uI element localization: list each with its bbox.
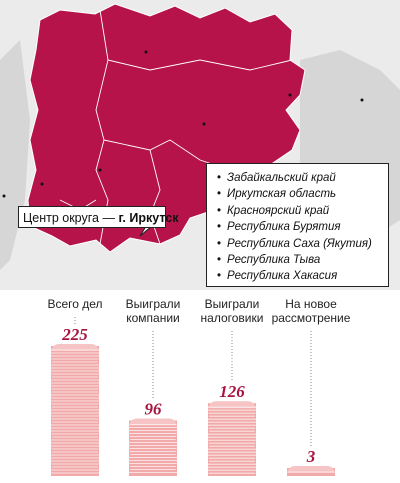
regions-list: Забайкальский край Иркутская область Кра…: [217, 170, 388, 285]
city-dot: [2, 194, 6, 198]
other-land-west: [0, 40, 30, 270]
stack-bar-top: [51, 344, 99, 351]
stack-bar: [287, 466, 335, 476]
category-label: На новое: [285, 297, 337, 311]
stack-bar-top: [208, 401, 256, 409]
region-item: Республика Бурятия: [217, 219, 388, 235]
category-label: налоговики: [201, 311, 264, 325]
stack-bar: [128, 418, 178, 476]
category-label: Всего дел: [47, 297, 102, 311]
value-label: 96: [145, 400, 163, 419]
category-label: рассмотрение: [272, 311, 351, 325]
stack-bar: [207, 401, 257, 476]
value-label: 3: [306, 447, 316, 466]
stack-bar-top: [129, 418, 177, 426]
region-item: Иркутская область: [217, 186, 388, 202]
city-dot: [202, 122, 206, 126]
capital-prefix: Центр округа —: [23, 211, 115, 225]
region-boundary: [149, 149, 161, 245]
category-label: Выиграли: [126, 297, 181, 311]
stack-bar: [50, 344, 100, 476]
map-panel: Центр округа — г. Иркутск Забайкальский …: [0, 0, 400, 290]
region-item: Республика Саха (Якутия): [217, 236, 388, 252]
city-dot: [360, 98, 364, 102]
category-label: Выиграли: [205, 297, 260, 311]
city-dot: [40, 182, 44, 186]
city-dot: [98, 168, 102, 172]
region-item: Забайкальский край: [217, 170, 388, 186]
stack-bar-body: [51, 346, 99, 476]
city-dot: [288, 93, 292, 97]
region-item: Республика Хакасия: [217, 268, 388, 284]
stack-bar-body: [208, 403, 256, 476]
city-dot: [144, 50, 148, 54]
region-boundary: [107, 59, 293, 71]
value-label: 225: [61, 325, 88, 344]
region-item: Республика Тыва: [217, 252, 388, 268]
capital-city: г. Иркутск: [118, 211, 179, 225]
value-label: 126: [219, 382, 245, 401]
stack-bar-top: [287, 466, 335, 473]
regions-legend: Забайкальский край Иркутская область Кра…: [206, 163, 389, 287]
category-label: компании: [126, 311, 180, 325]
region-item: Красноярский край: [217, 203, 388, 219]
capital-callout: Центр округа — г. Иркутск: [18, 206, 178, 228]
